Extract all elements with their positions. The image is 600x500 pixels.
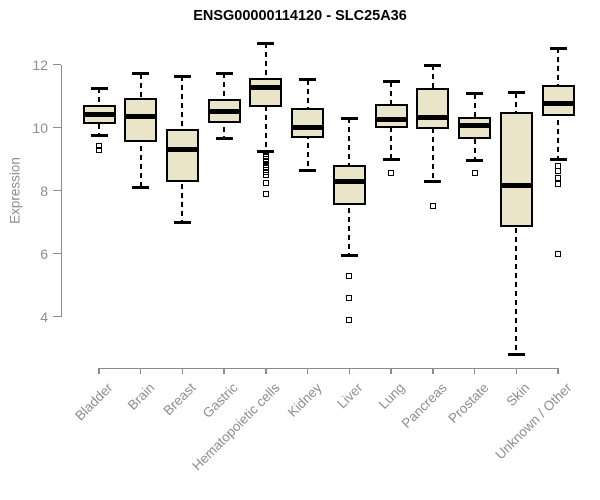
box <box>374 104 408 129</box>
outlier-point <box>262 179 269 186</box>
median-line <box>293 125 323 130</box>
whisker-cap-top <box>299 78 317 82</box>
box <box>332 165 366 205</box>
median-line <box>209 109 239 115</box>
box <box>249 77 283 107</box>
x-tick <box>515 367 518 374</box>
whisker-cap-top <box>549 46 567 50</box>
box <box>541 85 575 116</box>
box <box>416 88 450 130</box>
outlier-point <box>262 190 269 197</box>
whisker-cap-bottom <box>257 149 275 153</box>
x-tick <box>223 367 225 374</box>
whisker-cap-top <box>507 91 525 95</box>
whisker-cap-bottom <box>132 185 150 189</box>
x-tick <box>265 367 267 374</box>
x-tick <box>181 367 184 374</box>
whisker-cap-top <box>340 116 358 120</box>
median-line <box>84 111 114 117</box>
whisker-cap-top <box>132 72 150 76</box>
x-tick <box>432 367 434 374</box>
outlier-point <box>555 167 562 174</box>
whisker-cap-bottom <box>173 220 191 224</box>
outlier-point <box>346 272 353 279</box>
y-tick <box>53 189 61 192</box>
x-tick <box>348 367 351 374</box>
outlier-point <box>346 294 353 301</box>
whisker-cap-bottom <box>549 157 567 161</box>
median-line <box>251 84 281 90</box>
median-line <box>334 179 364 185</box>
box <box>499 111 533 227</box>
x-tick <box>98 367 100 374</box>
x-tick <box>557 367 559 374</box>
whisker-cap-top <box>90 86 108 90</box>
whisker-cap-bottom <box>507 352 525 356</box>
x-tick <box>139 367 142 374</box>
outlier-point <box>96 143 102 150</box>
outlier-point <box>262 168 269 175</box>
box <box>291 107 325 139</box>
whisker-cap-bottom <box>466 159 484 163</box>
whisker-cap-bottom <box>424 180 442 184</box>
outlier-point <box>96 146 102 153</box>
whisker-cap-top <box>257 41 275 45</box>
box <box>124 98 158 142</box>
outlier-point <box>555 181 562 188</box>
x-axis-line <box>98 367 559 369</box>
y-tick-label: 12 <box>32 56 48 73</box>
median-line <box>418 114 448 120</box>
y-tick <box>53 315 61 318</box>
outlier-point <box>429 203 436 210</box>
y-tick-label: 4 <box>40 308 48 325</box>
outlier-point <box>555 174 562 181</box>
box <box>165 129 199 182</box>
outlier-point <box>388 170 395 177</box>
median-line <box>501 182 531 188</box>
whisker-cap-bottom <box>215 137 233 141</box>
y-tick <box>53 126 61 129</box>
outlier-point <box>555 250 562 257</box>
whisker-cap-top <box>173 74 191 78</box>
whisker-cap-top <box>215 71 233 75</box>
y-tick <box>53 63 61 66</box>
x-tick <box>306 367 309 374</box>
whisker-cap-top <box>466 92 484 96</box>
y-tick-label: 10 <box>32 119 48 136</box>
y-axis-line <box>60 64 62 317</box>
median-line <box>126 113 156 119</box>
y-tick <box>53 252 61 255</box>
median-line <box>376 117 406 123</box>
outlier-point <box>262 165 269 172</box>
y-tick-label: 6 <box>40 245 48 262</box>
outlier-point <box>471 170 478 177</box>
chart-title: ENSG00000114120 - SLC25A36 <box>193 8 407 24</box>
median-line <box>460 123 490 129</box>
outlier-point <box>346 316 353 323</box>
whisker-cap-bottom <box>340 253 358 257</box>
outlier-point <box>262 162 269 169</box>
whisker-cap-bottom <box>90 133 108 137</box>
whisker-cap-top <box>382 80 400 84</box>
whisker-cap-top <box>424 63 442 67</box>
x-tick <box>390 367 392 374</box>
whisker-cap-bottom <box>382 157 400 161</box>
y-tick-label: 8 <box>40 182 48 199</box>
outlier-point <box>262 171 269 178</box>
median-line <box>167 147 197 153</box>
outlier-point <box>262 159 269 166</box>
whisker-cap-bottom <box>299 168 317 172</box>
median-line <box>543 101 573 107</box>
x-tick <box>473 367 476 374</box>
